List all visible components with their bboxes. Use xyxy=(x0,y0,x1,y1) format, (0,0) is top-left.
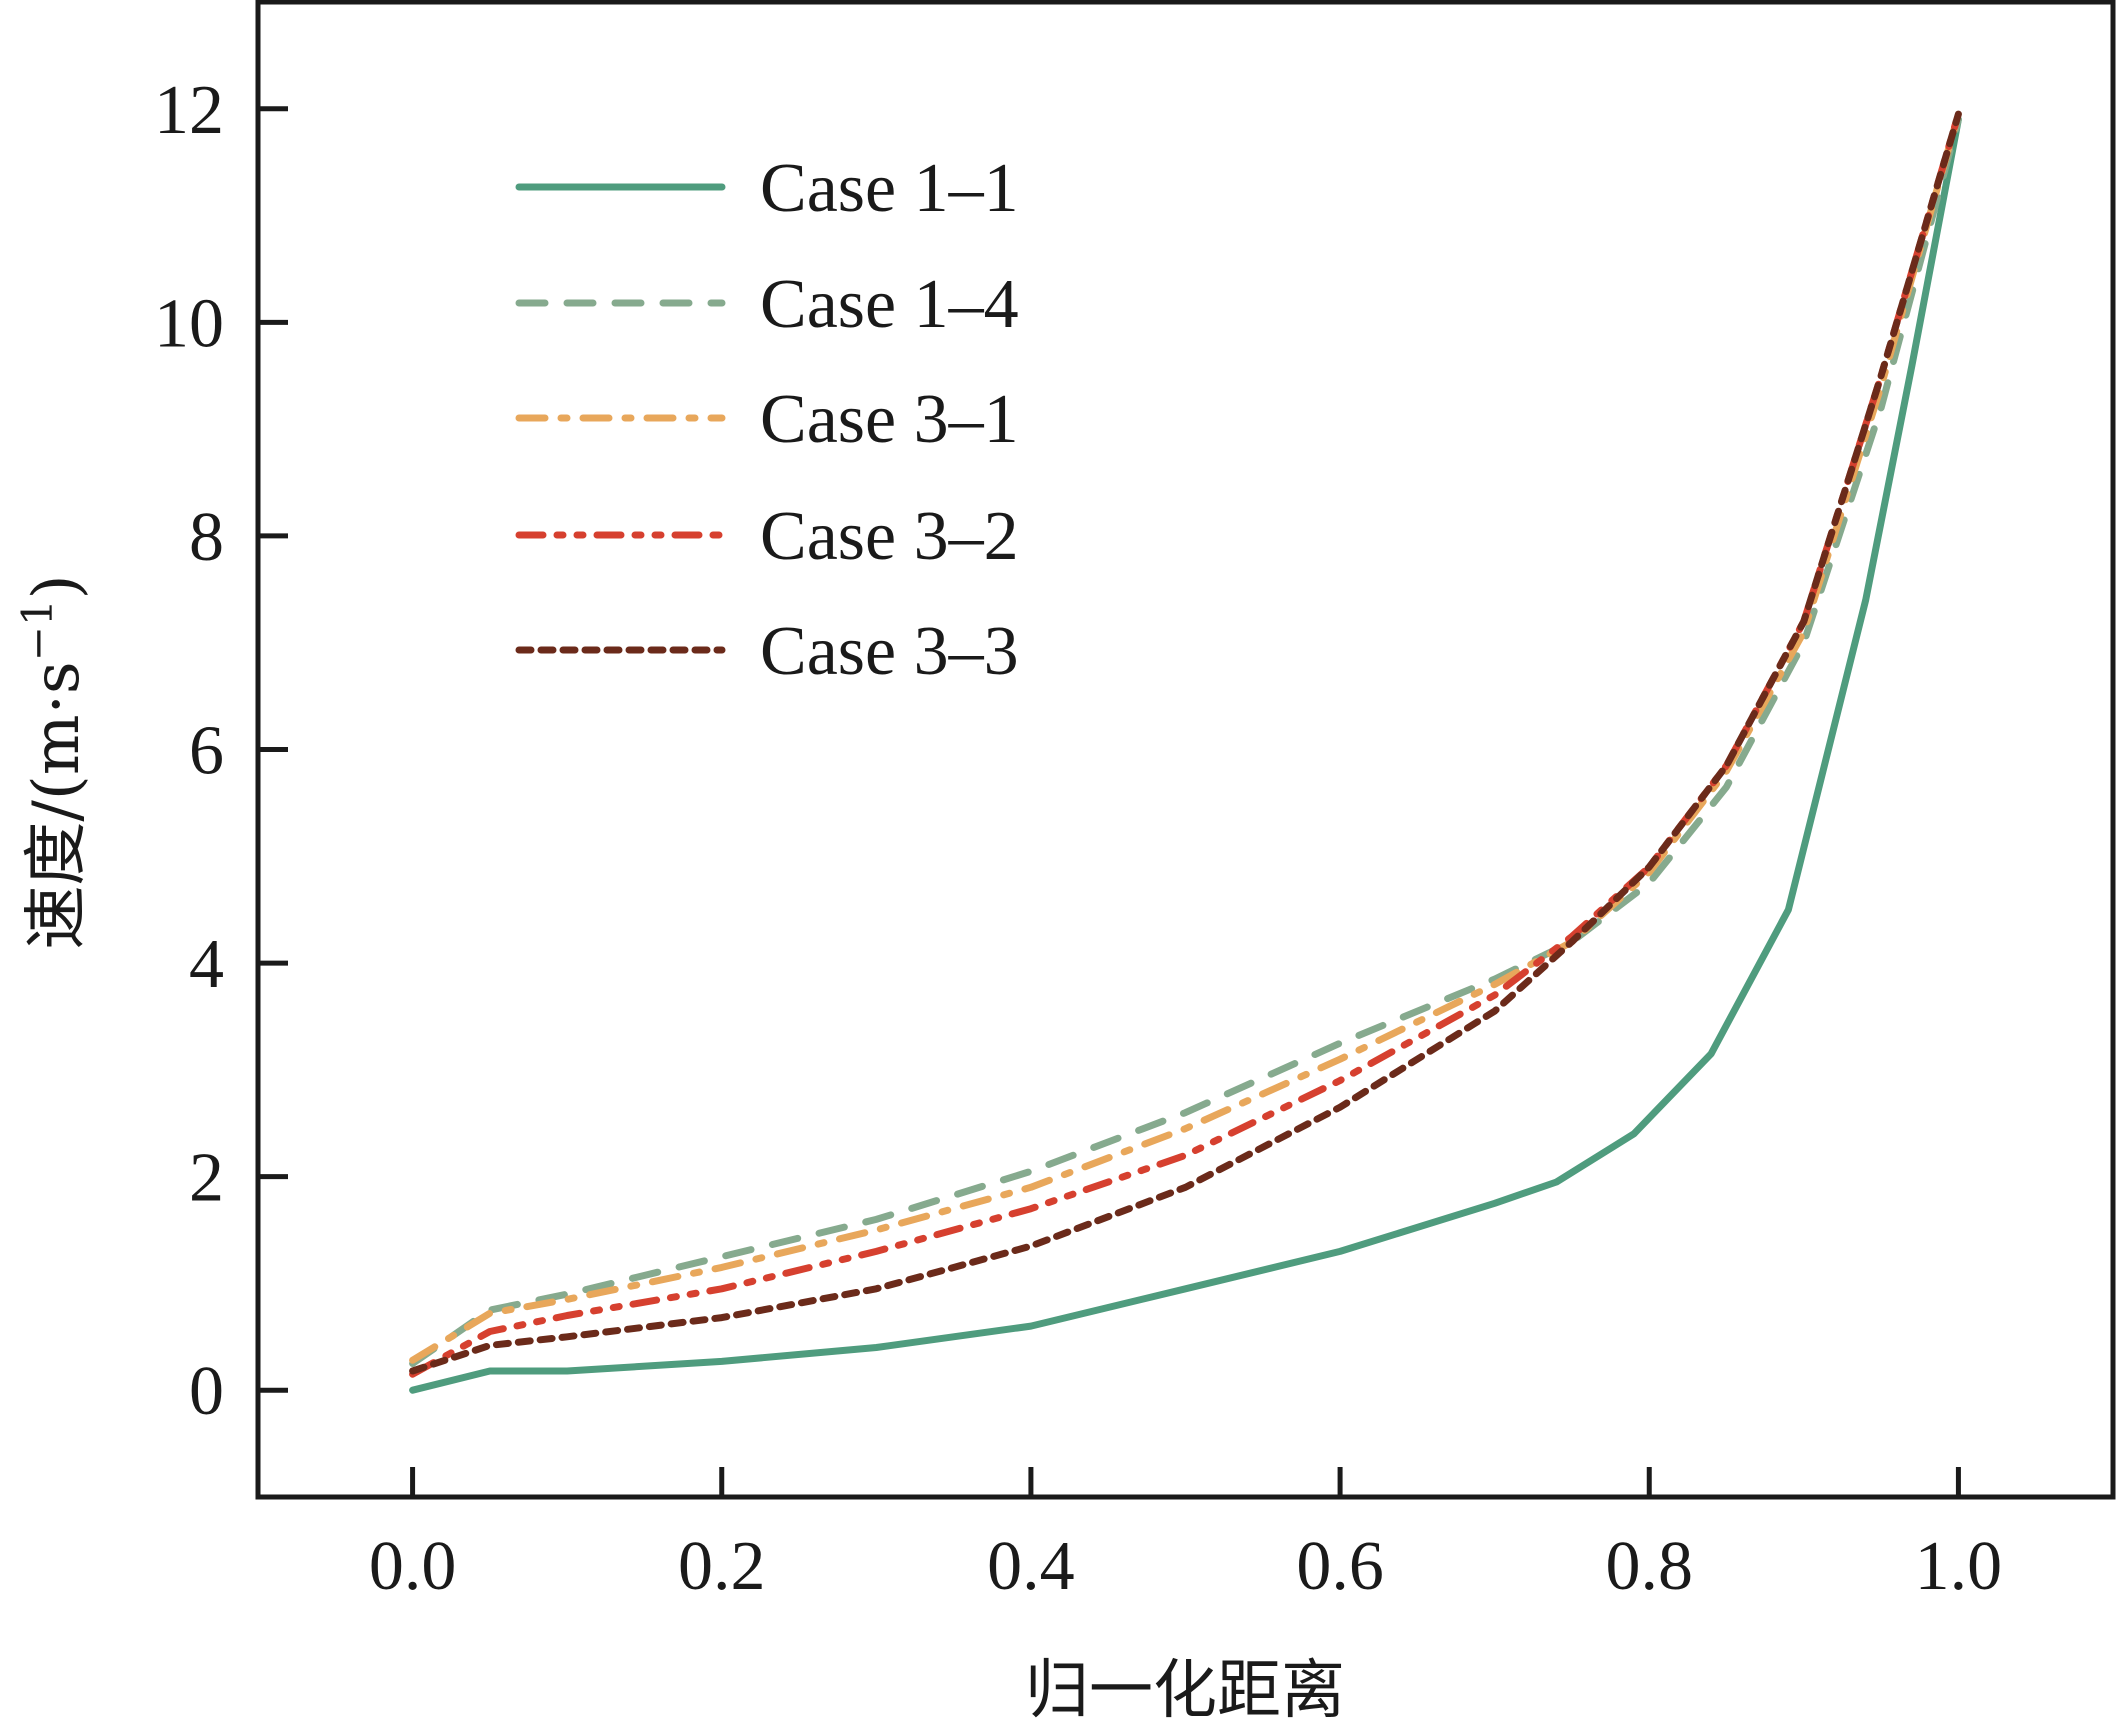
y-tick-label: 10 xyxy=(154,285,224,362)
x-tick-label: 0.2 xyxy=(678,1528,766,1605)
y-tick-label: 12 xyxy=(154,72,224,149)
x-tick-label: 0.6 xyxy=(1296,1528,1384,1605)
legend-label: Case 1–1 xyxy=(760,150,1019,227)
y-tick-label: 8 xyxy=(189,499,224,576)
y-axis: 0 2 4 6 8 10 12 xyxy=(154,72,288,1430)
legend-item: Case 1–1 xyxy=(515,150,1019,227)
series-line-4 xyxy=(409,110,1962,1378)
y-tick-label: 4 xyxy=(189,926,224,1003)
y-axis-label-close: ) xyxy=(20,574,94,599)
y-axis-label: 速度/(m·s−1) xyxy=(13,574,94,949)
x-axis: 0.0 0.2 0.4 0.6 0.8 1.0 xyxy=(369,1467,2002,1605)
y-tick-label: 6 xyxy=(189,713,224,790)
legend-label: Case 3–3 xyxy=(760,613,1019,690)
series-line-2 xyxy=(409,116,1962,1367)
legend-item: Case 1–4 xyxy=(515,266,1019,343)
x-axis-label: 归一化距离 xyxy=(1025,1654,1345,1726)
series-line-1 xyxy=(409,116,1962,1394)
y-axis-label-main: 速度/(m·s xyxy=(20,661,94,949)
legend-label: Case 3–2 xyxy=(760,498,1019,575)
x-tick-label: 0.0 xyxy=(369,1528,457,1605)
series-layer xyxy=(409,110,1962,1394)
legend-item: Case 3–3 xyxy=(515,613,1019,690)
x-tick-label: 0.8 xyxy=(1606,1528,1694,1605)
legend-label: Case 3–1 xyxy=(760,381,1019,458)
x-tick-label: 1.0 xyxy=(1915,1528,2003,1605)
y-axis-label-exponent: −1 xyxy=(13,599,62,661)
legend: Case 1–1 Case 1–4 Case 3–1 Case 3–2 Case 3–3 xyxy=(515,150,1019,690)
plot-frame xyxy=(255,0,2116,1500)
y-tick-label: 0 xyxy=(189,1353,224,1430)
legend-item: Case 3–2 xyxy=(515,498,1019,575)
legend-label: Case 1–4 xyxy=(760,266,1019,343)
x-tick-label: 0.4 xyxy=(987,1528,1075,1605)
y-tick-label: 2 xyxy=(189,1140,224,1217)
series-line-5 xyxy=(409,110,1962,1375)
legend-item: Case 3–1 xyxy=(515,381,1019,458)
series-line-3 xyxy=(409,110,1962,1364)
